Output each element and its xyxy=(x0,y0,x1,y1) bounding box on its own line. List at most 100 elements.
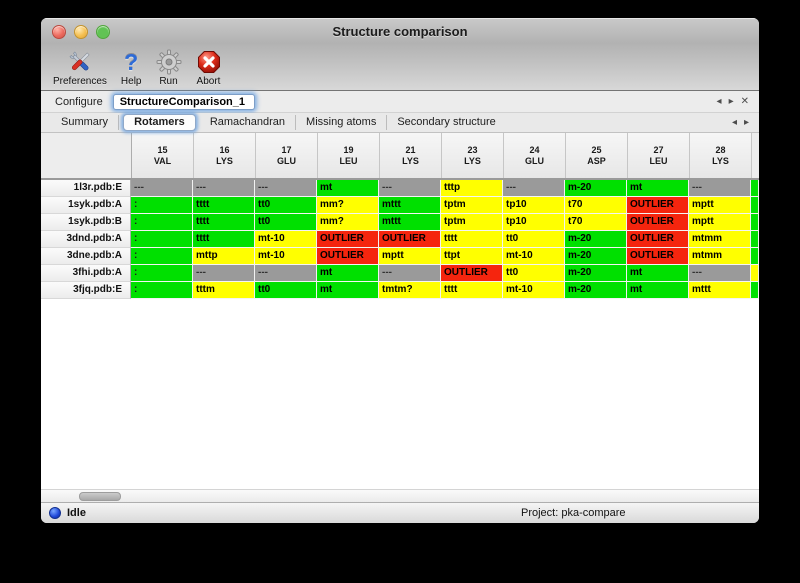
tab-secondary-structure[interactable]: Secondary structure xyxy=(397,116,496,128)
partial-column-cell[interactable] xyxy=(751,231,759,248)
run-button[interactable]: Run xyxy=(156,49,182,87)
column-header-15[interactable]: 15 VAL xyxy=(132,133,194,178)
tab-rotamers[interactable]: Rotamers xyxy=(123,114,196,131)
rotamer-cell[interactable]: tttt xyxy=(193,197,255,214)
row-label[interactable]: 3fjq.pdb:E xyxy=(41,282,131,299)
partial-column-cell[interactable] xyxy=(751,248,759,265)
partial-column-cell[interactable] xyxy=(751,180,759,197)
rotamer-cell[interactable]: --- xyxy=(255,265,317,282)
rotamer-cell[interactable]: OUTLIER xyxy=(627,231,689,248)
rotamer-cell[interactable]: mptt xyxy=(689,197,751,214)
horizontal-scrollbar[interactable] xyxy=(41,489,759,502)
rotamer-cell[interactable]: t70 xyxy=(565,214,627,231)
rotamer-cell[interactable]: : xyxy=(131,265,193,282)
preferences-button[interactable]: Preferences xyxy=(53,49,107,87)
panel-close-icon[interactable]: ✕ xyxy=(740,95,749,107)
rotamer-cell[interactable]: mtmm xyxy=(689,231,751,248)
rotamer-cell[interactable]: mttt xyxy=(379,214,441,231)
rotamer-cell[interactable]: OUTLIER xyxy=(441,265,503,282)
rotamer-cell[interactable]: mptt xyxy=(379,248,441,265)
row-label[interactable]: 3dnd.pdb:A xyxy=(41,231,131,248)
rotamer-cell[interactable]: tttt xyxy=(441,282,503,299)
rotamer-cell[interactable]: tt0 xyxy=(255,214,317,231)
rotamer-cell[interactable]: --- xyxy=(255,180,317,197)
rotamer-cell[interactable]: m-20 xyxy=(565,180,627,197)
rotamer-cell[interactable]: mt xyxy=(317,265,379,282)
column-header-25[interactable]: 25 ASP xyxy=(566,133,628,178)
rotamer-cell[interactable]: m-20 xyxy=(565,265,627,282)
partial-column-cell[interactable] xyxy=(751,282,759,299)
tab-ramachandran[interactable]: Ramachandran xyxy=(200,115,297,130)
rotamer-cell[interactable]: t70 xyxy=(565,197,627,214)
column-header-19[interactable]: 19 LEU xyxy=(318,133,380,178)
rotamer-cell[interactable]: OUTLIER xyxy=(317,231,379,248)
rotamer-cell[interactable]: tt0 xyxy=(255,197,317,214)
rotamer-cell[interactable]: m-20 xyxy=(565,231,627,248)
rotamer-cell[interactable]: mttt xyxy=(379,197,441,214)
row-label[interactable]: 1syk.pdb:A xyxy=(41,197,131,214)
rotamer-cell[interactable]: mt xyxy=(317,180,379,197)
row-label[interactable]: 3fhi.pdb:A xyxy=(41,265,131,282)
rotamer-cell[interactable]: mt-10 xyxy=(503,248,565,265)
rotamer-cell[interactable]: tttp xyxy=(441,180,503,197)
rotamer-cell[interactable]: mt xyxy=(627,265,689,282)
abort-button[interactable]: Abort xyxy=(196,49,222,87)
rotamer-cell[interactable]: : xyxy=(131,231,193,248)
partial-column-cell[interactable] xyxy=(751,214,759,231)
partial-column-cell[interactable] xyxy=(751,265,759,282)
rotamer-cell[interactable]: mt-10 xyxy=(255,248,317,265)
rotamer-cell[interactable]: OUTLIER xyxy=(317,248,379,265)
column-header-23[interactable]: 23 LYS xyxy=(442,133,504,178)
column-header-27[interactable]: 27 LEU xyxy=(628,133,690,178)
rotamer-cell[interactable]: OUTLIER xyxy=(379,231,441,248)
tab-summary[interactable]: Summary xyxy=(51,115,120,130)
rotamer-cell[interactable]: --- xyxy=(689,265,751,282)
rotamer-cell[interactable]: mtmm xyxy=(689,248,751,265)
rotamer-cell[interactable]: tp10 xyxy=(503,214,565,231)
rotamer-cell[interactable]: m-20 xyxy=(565,248,627,265)
rotamer-cell[interactable]: --- xyxy=(193,265,255,282)
rotamer-cell[interactable]: OUTLIER xyxy=(627,197,689,214)
rotamer-cell[interactable]: --- xyxy=(689,180,751,197)
rotamer-cell[interactable]: --- xyxy=(379,265,441,282)
column-header-21[interactable]: 21 LYS xyxy=(380,133,442,178)
rotamer-cell[interactable]: --- xyxy=(503,180,565,197)
rotamer-cell[interactable]: m-20 xyxy=(565,282,627,299)
zoom-window-button[interactable] xyxy=(96,25,110,39)
rotamer-cell[interactable]: tttt xyxy=(193,214,255,231)
row-label[interactable]: 1l3r.pdb:E xyxy=(41,180,131,197)
title-bar[interactable]: Structure comparison xyxy=(41,18,759,44)
rotamer-cell[interactable]: mt xyxy=(317,282,379,299)
rotamer-cell[interactable]: tttt xyxy=(193,231,255,248)
rotamer-cell[interactable]: mt xyxy=(627,282,689,299)
rotamer-cell[interactable]: mt-10 xyxy=(503,282,565,299)
help-button[interactable]: ? Help xyxy=(121,49,142,87)
minimize-window-button[interactable] xyxy=(74,25,88,39)
panel-next-icon[interactable]: ▸ xyxy=(728,95,734,107)
row-label[interactable]: 3dne.pdb:A xyxy=(41,248,131,265)
rotamer-cell[interactable]: ttpt xyxy=(441,248,503,265)
rotamer-cell[interactable]: tptm xyxy=(441,214,503,231)
rotamer-cell[interactable]: --- xyxy=(379,180,441,197)
rotamer-cell[interactable]: mttp xyxy=(193,248,255,265)
rotamer-cell[interactable]: mttt xyxy=(689,282,751,299)
tab-prev-icon[interactable]: ◂ xyxy=(731,116,737,128)
column-header-16[interactable]: 16 LYS xyxy=(194,133,256,178)
rotamer-cell[interactable]: mm? xyxy=(317,197,379,214)
rotamer-cell[interactable]: mt-10 xyxy=(255,231,317,248)
tab-missing-atoms[interactable]: Missing atoms xyxy=(296,115,388,130)
rotamer-cell[interactable]: mt xyxy=(627,180,689,197)
rotamer-cell[interactable]: OUTLIER xyxy=(627,214,689,231)
rotamer-cell[interactable]: : xyxy=(131,282,193,299)
close-window-button[interactable] xyxy=(52,25,66,39)
rotamer-cell[interactable]: mm? xyxy=(317,214,379,231)
rotamer-cell[interactable]: tmtm? xyxy=(379,282,441,299)
rotamer-cell[interactable]: --- xyxy=(131,180,193,197)
tab-next-icon[interactable]: ▸ xyxy=(743,116,749,128)
rotamer-cell[interactable]: --- xyxy=(193,180,255,197)
rotamer-cell[interactable]: tt0 xyxy=(503,265,565,282)
column-header-28[interactable]: 28 LYS xyxy=(690,133,752,178)
column-header-17[interactable]: 17 GLU xyxy=(256,133,318,178)
rotamer-cell[interactable]: : xyxy=(131,248,193,265)
rotamer-cell[interactable]: tttm xyxy=(193,282,255,299)
